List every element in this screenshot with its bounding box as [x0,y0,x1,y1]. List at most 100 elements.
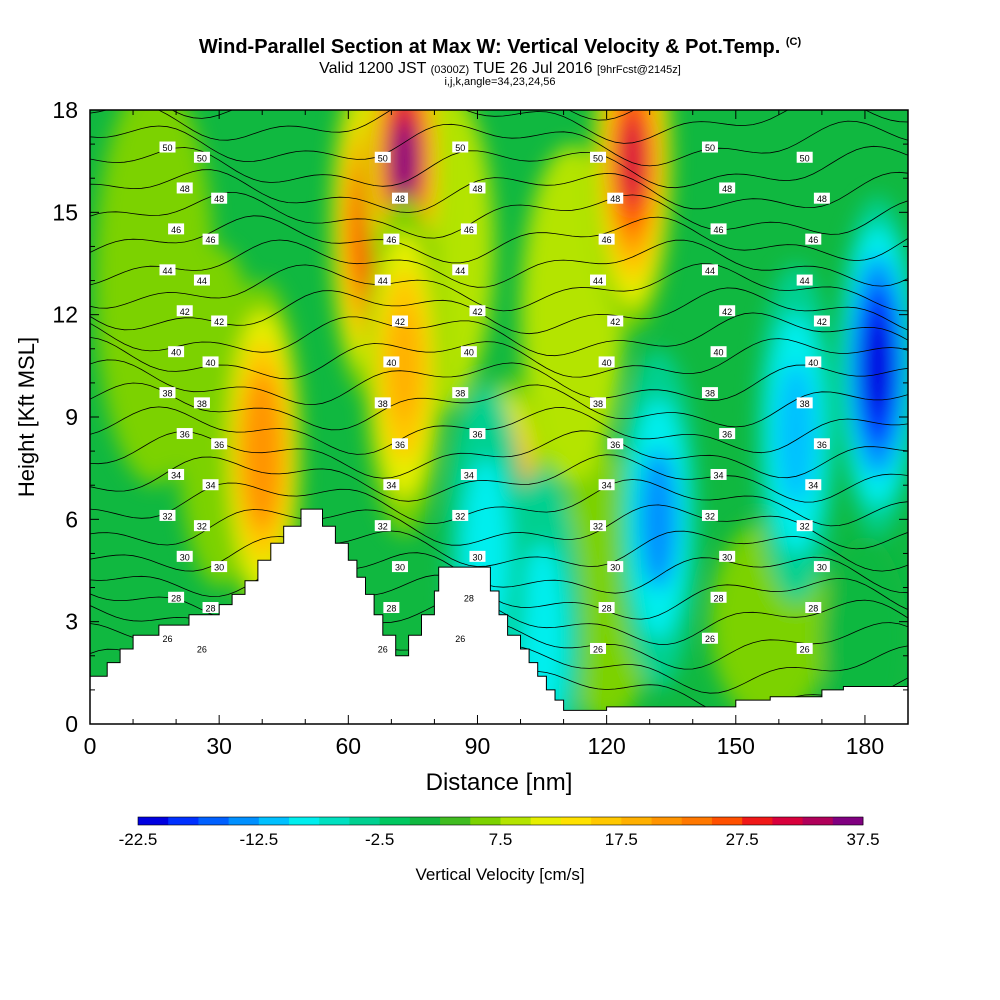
contour-label: 50 [193,151,210,163]
contour-label: 50 [701,141,718,153]
contour-label-bg [383,233,400,245]
contour-label-text: 42 [472,307,482,317]
y-tick-label: 6 [65,506,78,532]
contour-label: 34 [168,468,185,480]
contour-label: 36 [607,438,624,450]
colorbar-swatch [560,817,592,825]
contour-label: 40 [383,356,400,368]
chart-title-text: Wind-Parallel Section at Max W: Vertical… [198,36,781,58]
contour-label-text: 38 [800,399,810,409]
contour-label: 32 [452,509,469,521]
contour-label: 34 [202,479,219,491]
y-tick-label: 12 [52,302,78,328]
valid-time-utc: (0300Z) [430,64,470,76]
contour-label-bg [796,274,813,286]
contour-label-bg [383,602,400,614]
contour-label-bg [607,192,624,204]
contour-label-bg [391,438,408,450]
contour-label-text: 48 [610,194,620,204]
contour-label-text: 26 [378,644,388,654]
contour-label: 38 [590,397,607,409]
contour-label-text: 28 [808,604,818,614]
contour-label-bg [159,387,176,399]
colorbar-swatch [198,817,230,825]
contour-label-bg [796,397,813,409]
contour-label-text: 50 [705,143,715,153]
theta-contour [90,120,908,167]
field-band [821,536,908,724]
contour-label-text: 36 [472,430,482,440]
contour-label-bg [159,509,176,521]
theta-contour [90,454,908,503]
contour-label-bg [813,192,830,204]
x-axis-label: Distance [nm] [426,769,573,796]
contour-label-bg [391,561,408,573]
contour-label: 46 [168,223,185,235]
contour-label-bg [719,182,736,194]
contour-label-text: 42 [214,317,224,327]
colorbar-tick-label: -12.5 [239,830,278,849]
contour-label: 28 [598,602,615,614]
contour-label: 36 [211,438,228,450]
x-tick-label: 0 [84,733,97,759]
contour-label-text: 40 [464,348,474,358]
contour-label-text: 46 [714,225,724,235]
contour-label: 26 [374,642,391,654]
contour-label: 32 [796,520,813,532]
theta-contours [90,110,908,717]
contour-label-text: 42 [180,307,190,317]
contour-label-bg [598,233,615,245]
downdraft-core [863,315,893,416]
contour-label: 44 [701,264,718,276]
contour-label: 32 [701,509,718,521]
contour-label: 38 [374,397,391,409]
contour-label-text: 34 [808,481,818,491]
y-tick-label: 0 [65,711,78,737]
theta-contour [90,479,908,527]
contour-label-bg [202,233,219,245]
contour-label-text: 50 [378,153,388,163]
contour-label-bg [719,428,736,440]
colorbar-swatch [258,817,290,825]
contour-label: 38 [701,387,718,399]
chart-title-mark: (C) [785,36,802,48]
contour-label-bg [469,305,486,317]
contour-label-text: 46 [386,235,396,245]
contour-label-bg [796,642,813,654]
contour-label-text: 38 [162,389,172,399]
contour-label: 30 [211,561,228,573]
contour-label-bg [813,315,830,327]
contour-label: 38 [193,397,210,409]
contour-label: 32 [193,520,210,532]
colorbar-swatch [530,817,562,825]
contour-label: 44 [590,274,607,286]
contour-label-text: 26 [455,634,465,644]
contour-label-text: 50 [800,153,810,163]
contour-label-bg [202,602,219,614]
updraft-core [388,308,421,424]
contour-label-text: 30 [214,563,224,573]
theta-contour [90,504,908,550]
colorbar-tick-label: 17.5 [605,830,638,849]
contour-label-text: 28 [464,593,474,603]
contour-label-bg [374,397,391,409]
contour-label: 46 [202,233,219,245]
contour-label-text: 46 [808,235,818,245]
contour-label: 32 [159,509,176,521]
contour-label: 50 [796,151,813,163]
contour-label-text: 30 [472,552,482,562]
contour-label-text: 28 [714,593,724,603]
contour-label-bg [607,561,624,573]
colorbar-swatch [138,817,169,825]
contour-label: 32 [590,520,607,532]
contour-label-bg [460,468,477,480]
contour-label-bg [374,274,391,286]
valid-date: TUE 26 Jul 2016 [473,60,593,77]
y-tick-label: 15 [52,199,78,225]
contour-label: 40 [598,356,615,368]
contour-label: 48 [607,192,624,204]
theta-contour [90,530,908,572]
colorbar-swatch [349,817,381,825]
contour-label-text: 26 [705,634,715,644]
